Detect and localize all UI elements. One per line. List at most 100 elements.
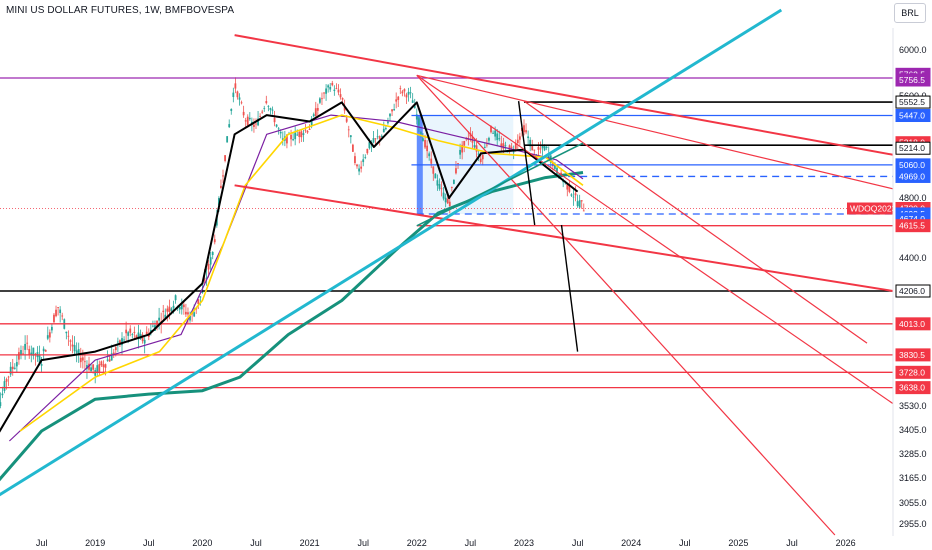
candle-body [3, 381, 6, 391]
candle-body [415, 114, 418, 120]
candle-body [197, 299, 200, 304]
price-tag-box [895, 109, 931, 123]
candle-body [110, 353, 113, 361]
candle-body [298, 131, 301, 138]
candle-body [236, 91, 239, 98]
projection-line-2 [560, 224, 579, 352]
candle-body [281, 138, 284, 140]
candle-body [79, 357, 82, 363]
time-tick-label: 2024 [621, 538, 641, 548]
candle-body [71, 344, 74, 347]
candle-body [578, 200, 581, 208]
candle-body [273, 117, 276, 123]
time-tick-label: 2023 [514, 538, 534, 548]
candle-body [57, 307, 59, 308]
symbol-tag-box [847, 202, 894, 215]
candle-body [158, 317, 161, 321]
candle-body [275, 124, 278, 127]
candle-body [527, 136, 530, 139]
candle-body [0, 402, 2, 407]
candle-body [7, 376, 10, 378]
candle-body [261, 111, 264, 113]
candle-body [168, 306, 171, 312]
price-tick-label: 3055.0 [899, 498, 927, 508]
candle-body [164, 314, 167, 319]
candle-body [438, 184, 441, 189]
candle-body [477, 153, 480, 155]
candle-body [220, 185, 222, 188]
candle-body [185, 311, 187, 315]
candle-body [271, 109, 274, 111]
price-tag-label: 5447.0 [899, 111, 925, 121]
candle-body [430, 158, 433, 164]
candle-body [426, 145, 429, 152]
price-axis: 6000.05600.04800.04400.03530.03405.03285… [892, 0, 932, 550]
fan-line-1 [416, 74, 900, 191]
candle-body [382, 128, 385, 133]
candle-body [345, 118, 348, 122]
price-tick-label: 4800.0 [899, 193, 927, 203]
candle-body [368, 142, 371, 149]
candle-body [263, 107, 266, 109]
price-tick-label: 3530.0 [899, 401, 927, 411]
candle-body [100, 361, 103, 366]
candle-body [119, 340, 121, 345]
candle-body [199, 296, 202, 298]
candle-body [391, 109, 393, 112]
currency-button[interactable]: BRL [894, 3, 926, 23]
price-tag-3638.0: 3638.0 [895, 381, 931, 395]
candle-body [207, 264, 210, 270]
time-tick-label: Jul [143, 538, 155, 548]
price-tag-box [895, 365, 931, 379]
candle-body [9, 366, 12, 375]
price-tag-5756.5: 5756.5 [895, 73, 931, 87]
candle-body [498, 138, 501, 140]
candle-body [455, 168, 457, 174]
candle-body [104, 364, 107, 368]
candle-body [554, 163, 556, 169]
candle-body [389, 113, 391, 117]
candle-body [265, 101, 268, 104]
candle-body [73, 345, 76, 352]
candle-body [248, 117, 251, 120]
price-tick-label: 4400.0 [899, 253, 927, 263]
candle-body [450, 187, 453, 188]
candle-body [5, 379, 8, 382]
candle-body [341, 98, 344, 100]
candle-body [86, 365, 88, 369]
candle-body [483, 146, 486, 148]
candle-body [152, 325, 154, 327]
candle-body [253, 124, 255, 127]
candle-body [114, 347, 117, 351]
candle-body [65, 331, 68, 334]
candle-body [98, 364, 101, 372]
moving-average-purple [8, 114, 584, 442]
candle-body [500, 143, 503, 148]
price-tag-4206.0: 4206.0 [895, 284, 931, 298]
candle-body [314, 108, 317, 117]
candle-body [525, 130, 527, 133]
candle-body [533, 149, 536, 151]
candle-body [162, 310, 165, 312]
candle-body [127, 332, 130, 336]
candle-body [420, 132, 422, 134]
candle-body [576, 201, 579, 206]
candle-body [360, 166, 363, 169]
price-tag-box [895, 381, 931, 395]
moving-average-yellow [19, 114, 584, 432]
price-tick-label: 3165.0 [899, 473, 927, 483]
candle-body [304, 129, 307, 131]
candle-body [512, 151, 515, 153]
candle-body [518, 136, 521, 140]
candle-body [306, 130, 309, 133]
candle-body [178, 306, 181, 310]
candle-body [230, 108, 233, 111]
candle-body [292, 139, 295, 141]
candle-body [351, 144, 354, 152]
candle-body [488, 137, 490, 141]
time-axis-background [0, 536, 932, 550]
candle-body [90, 367, 92, 372]
candle-body [77, 349, 80, 355]
candle-body [366, 148, 369, 154]
